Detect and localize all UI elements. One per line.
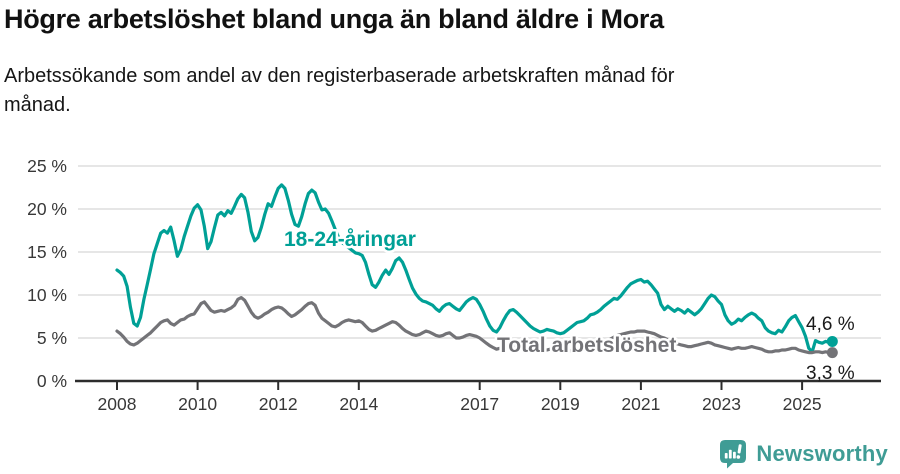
series-end-value-0: 4,6 %	[806, 314, 855, 335]
series-label-1: Total arbetslöshet	[497, 334, 676, 357]
series-line-0	[115, 183, 834, 354]
x-tick-label-2019: 2019	[541, 394, 580, 414]
page-title: Högre arbetslöshet bland unga än bland ä…	[4, 4, 664, 34]
x-tick-label-2025: 2025	[783, 394, 822, 414]
y-tick-label-20: 20 %	[27, 199, 67, 219]
y-tick-label-15: 15 %	[27, 242, 67, 262]
x-tick-label-2010: 2010	[178, 394, 217, 414]
brand-name: Newsworthy	[756, 441, 888, 466]
series-end-value-1: 3,3 %	[806, 363, 855, 384]
y-tick-label-5: 5 %	[37, 328, 67, 348]
y-tick-label-25: 25 %	[27, 156, 67, 176]
series-label-0: 18-24-åringar	[284, 228, 416, 251]
x-tick-label-2012: 2012	[259, 394, 298, 414]
series-line-1	[115, 296, 834, 355]
x-tick-label-2014: 2014	[339, 394, 378, 414]
y-tick-label-0: 0 %	[37, 371, 67, 391]
newsworthy-logo: Newsworthy	[719, 439, 888, 469]
page-subtitle: Arbetssökande som andel av den registerb…	[4, 65, 675, 116]
series-end-dot-1	[826, 347, 838, 359]
series-end-dot-0	[826, 335, 838, 347]
y-tick-label-10: 10 %	[27, 285, 67, 305]
x-tick-label-2021: 2021	[621, 394, 660, 414]
bar-chart-speech-bubble-icon	[720, 440, 747, 469]
x-tick-label-2023: 2023	[702, 394, 741, 414]
x-tick-label-2017: 2017	[460, 394, 499, 414]
x-tick-label-2008: 2008	[98, 394, 137, 414]
